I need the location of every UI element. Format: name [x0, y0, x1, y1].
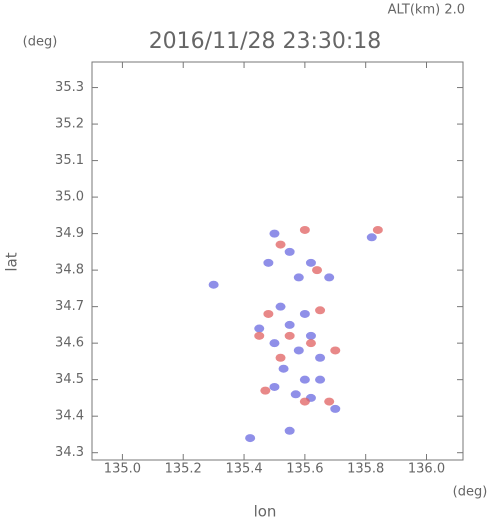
radar-echo — [275, 302, 286, 311]
x-unit: (deg) — [453, 485, 488, 500]
radar-echo — [305, 331, 316, 340]
radar-echo — [315, 353, 326, 362]
radar-echo — [263, 309, 274, 318]
radar-echo — [299, 375, 310, 384]
radar-echo — [254, 331, 265, 340]
y-tick-label: 34.7 — [55, 299, 84, 314]
x-tick-label: 135.8 — [347, 462, 384, 477]
radar-echo — [284, 426, 295, 435]
radar-echo — [290, 390, 301, 399]
radar-echo — [284, 247, 295, 256]
radar-echo — [269, 229, 280, 238]
radar-echo — [299, 309, 310, 318]
y-unit: (deg) — [23, 35, 58, 50]
y-tick-label: 34.4 — [55, 409, 84, 424]
y-tick-label: 35.0 — [55, 190, 84, 205]
y-tick-label: 35.2 — [55, 117, 84, 132]
y-tick-label: 35.3 — [55, 80, 84, 95]
y-tick-label: 34.8 — [55, 263, 84, 278]
radar-echo — [245, 434, 256, 443]
radar-echo — [293, 273, 304, 282]
radar-echo — [299, 397, 310, 406]
y-tick-label: 34.5 — [55, 372, 84, 387]
x-tick-label: 135.0 — [104, 462, 141, 477]
radar-echo — [269, 339, 280, 348]
radar-echo — [324, 273, 335, 282]
radar-echo — [315, 306, 326, 315]
y-tick-label: 35.1 — [55, 153, 84, 168]
x-axis-label: lon — [254, 503, 277, 521]
y-tick-label: 34.9 — [55, 226, 84, 241]
radar-echo — [305, 258, 316, 267]
radar-echo — [278, 364, 289, 373]
altitude-label: ALT(km) 2.0 — [388, 3, 465, 18]
radar-echo — [315, 375, 326, 384]
radar-echo — [208, 280, 219, 289]
x-tick-label: 135.4 — [225, 462, 262, 477]
radar-echo — [324, 397, 335, 406]
radar-echo — [366, 233, 377, 242]
x-tick-label: 136.0 — [408, 462, 445, 477]
radar-echo — [275, 353, 286, 362]
y-tick-label: 34.3 — [55, 445, 84, 460]
radar-echo — [293, 346, 304, 355]
radar-echo — [269, 382, 280, 391]
radar-echo — [254, 324, 265, 333]
radar-echo — [330, 404, 341, 413]
chart-title: 2016/11/28 23:30:18 — [149, 29, 382, 54]
radar-echo — [305, 339, 316, 348]
y-tick-label: 34.6 — [55, 336, 84, 351]
radar-echo — [372, 225, 383, 234]
radar-echo — [260, 386, 271, 395]
radar-echo — [299, 225, 310, 234]
radar-echo — [284, 331, 295, 340]
radar-echo — [330, 346, 341, 355]
x-tick-label: 135.6 — [286, 462, 323, 477]
radar-echo — [263, 258, 274, 267]
x-tick-label: 135.2 — [165, 462, 202, 477]
radar-echo — [312, 266, 323, 275]
radar-echo — [284, 320, 295, 329]
y-axis-label: lat — [3, 252, 21, 271]
plot-frame — [91, 61, 464, 461]
radar-echo — [275, 240, 286, 249]
